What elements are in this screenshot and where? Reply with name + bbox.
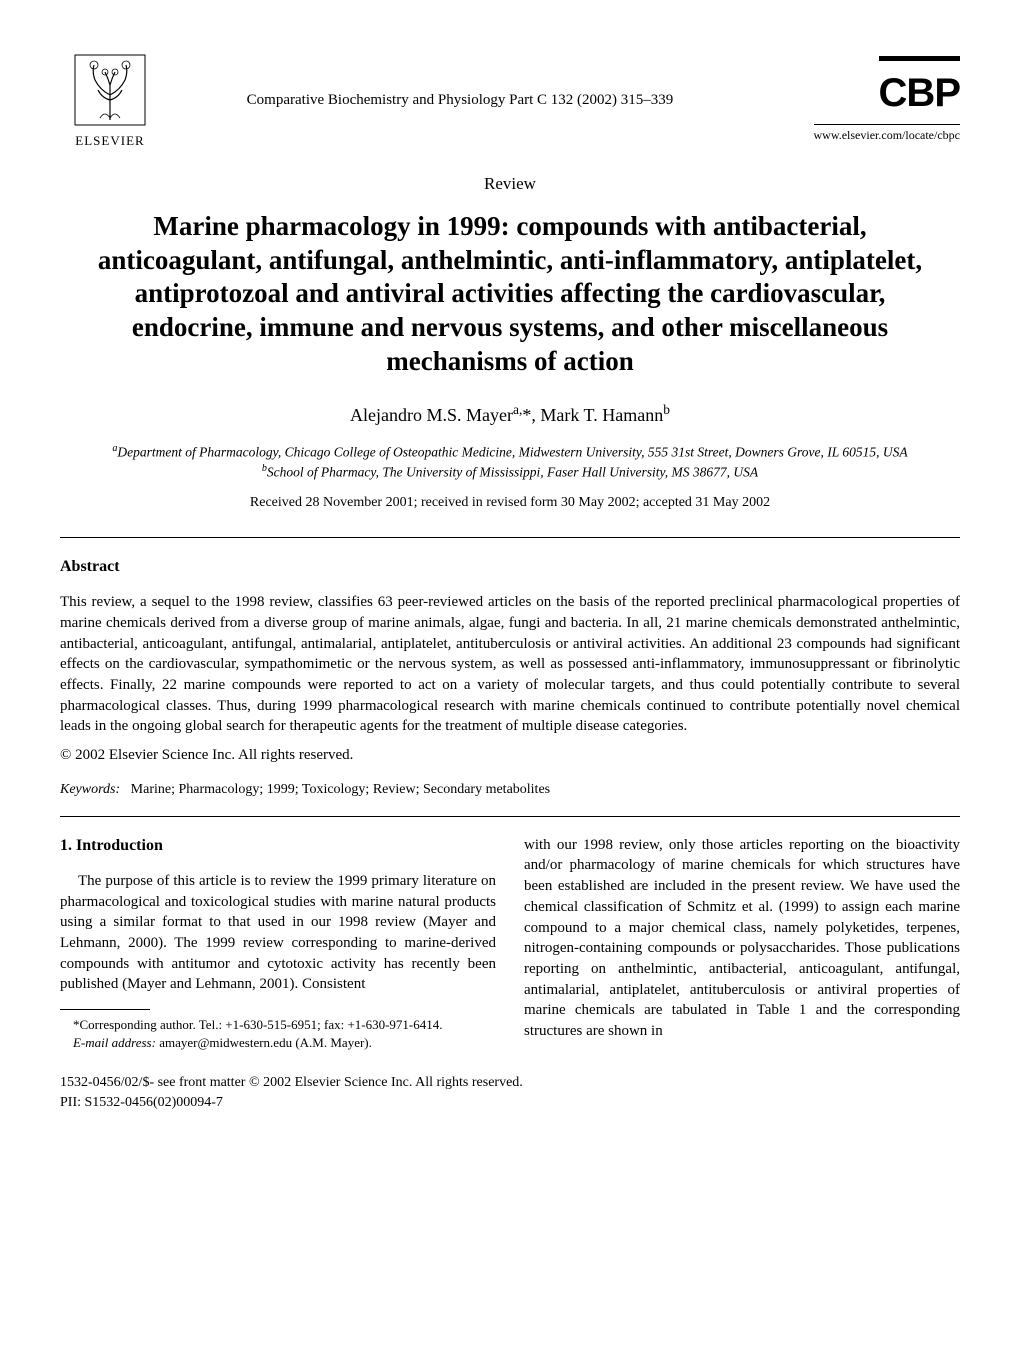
journal-logo: CBP www.elsevier.com/locate/cbpc xyxy=(760,56,960,144)
received-dates: Received 28 November 2001; received in r… xyxy=(60,493,960,513)
footer-pii: PII: S1532-0456(02)00094-7 xyxy=(60,1093,960,1113)
article-title: Marine pharmacology in 1999: compounds w… xyxy=(80,210,940,379)
journal-reference: Comparative Biochemistry and Physiology … xyxy=(160,90,760,111)
elsevier-tree-icon xyxy=(70,50,150,130)
corresponding-author: *Corresponding author. Tel.: +1-630-515-… xyxy=(60,1016,496,1034)
intro-paragraph-right: with our 1998 review, only those article… xyxy=(524,835,960,1042)
affiliation-b-text: School of Pharmacy, The University of Mi… xyxy=(267,464,758,479)
column-left: 1. Introduction The purpose of this arti… xyxy=(60,835,496,1051)
abstract-text: This review, a sequel to the 1998 review… xyxy=(60,592,960,737)
affiliation-a-text: Department of Pharmacology, Chicago Coll… xyxy=(117,444,907,459)
article-type-label: Review xyxy=(60,172,960,196)
email-address: amayer@midwestern.edu (A.M. Mayer). xyxy=(159,1035,372,1050)
authors: Alejandro M.S. Mayera,*, Mark T. Hamannb xyxy=(60,401,960,428)
email-label: E-mail address: xyxy=(73,1035,156,1050)
body-columns: 1. Introduction The purpose of this arti… xyxy=(60,835,960,1051)
page-header: ELSEVIER Comparative Biochemistry and Ph… xyxy=(60,50,960,150)
abstract-heading: Abstract xyxy=(60,556,960,578)
affiliation-a: aDepartment of Pharmacology, Chicago Col… xyxy=(60,442,960,462)
divider xyxy=(60,537,960,538)
section-heading-intro: 1. Introduction xyxy=(60,835,496,857)
page-footer: 1532-0456/02/$- see front matter © 2002 … xyxy=(60,1073,960,1112)
column-right: with our 1998 review, only those article… xyxy=(524,835,960,1051)
email-line: E-mail address: amayer@midwestern.edu (A… xyxy=(60,1034,496,1052)
footer-copyright: 1532-0456/02/$- see front matter © 2002 … xyxy=(60,1073,960,1093)
elsevier-logo: ELSEVIER xyxy=(60,50,160,150)
journal-url: www.elsevier.com/locate/cbpc xyxy=(814,124,961,144)
footnote: *Corresponding author. Tel.: +1-630-515-… xyxy=(60,1016,496,1051)
footnote-divider xyxy=(60,1009,150,1010)
keywords-label: Keywords: xyxy=(60,782,120,797)
affiliations: aDepartment of Pharmacology, Chicago Col… xyxy=(60,442,960,481)
divider xyxy=(60,816,960,817)
affiliation-b: bSchool of Pharmacy, The University of M… xyxy=(60,462,960,482)
keywords: Keywords: Marine; Pharmacology; 1999; To… xyxy=(60,780,960,800)
intro-paragraph-left: The purpose of this article is to review… xyxy=(60,871,496,995)
journal-logo-text: CBP xyxy=(879,56,960,121)
keywords-text: Marine; Pharmacology; 1999; Toxicology; … xyxy=(131,782,550,797)
publisher-name: ELSEVIER xyxy=(75,132,144,150)
abstract-copyright: © 2002 Elsevier Science Inc. All rights … xyxy=(60,745,960,766)
